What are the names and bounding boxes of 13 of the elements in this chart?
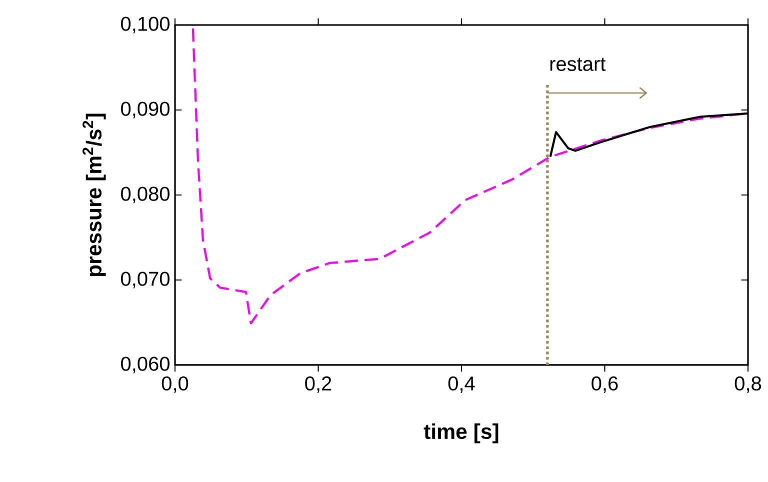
x-tick-label: 0,2 — [305, 376, 332, 393]
x-tick-label: 0,6 — [592, 376, 618, 393]
y-tick-label: 0,060 — [121, 356, 170, 374]
y-tick-label: 0,090 — [121, 102, 170, 118]
x-tick-label: 0,8 — [734, 376, 762, 393]
x-axis-title: time [s] — [424, 423, 498, 444]
x-tick-label: 0,4 — [448, 376, 475, 393]
y-tick-label: 0,080 — [121, 186, 170, 204]
x-tick-label: 0,0 — [162, 376, 188, 393]
ref-line-label: restart — [550, 58, 606, 71]
y-axis-title: pressure [m$^{2}$/s$^{2}$] — [82, 114, 106, 276]
y-tick-label: 0,100 — [121, 16, 170, 34]
y-tick-label: 0,070 — [121, 272, 170, 288]
